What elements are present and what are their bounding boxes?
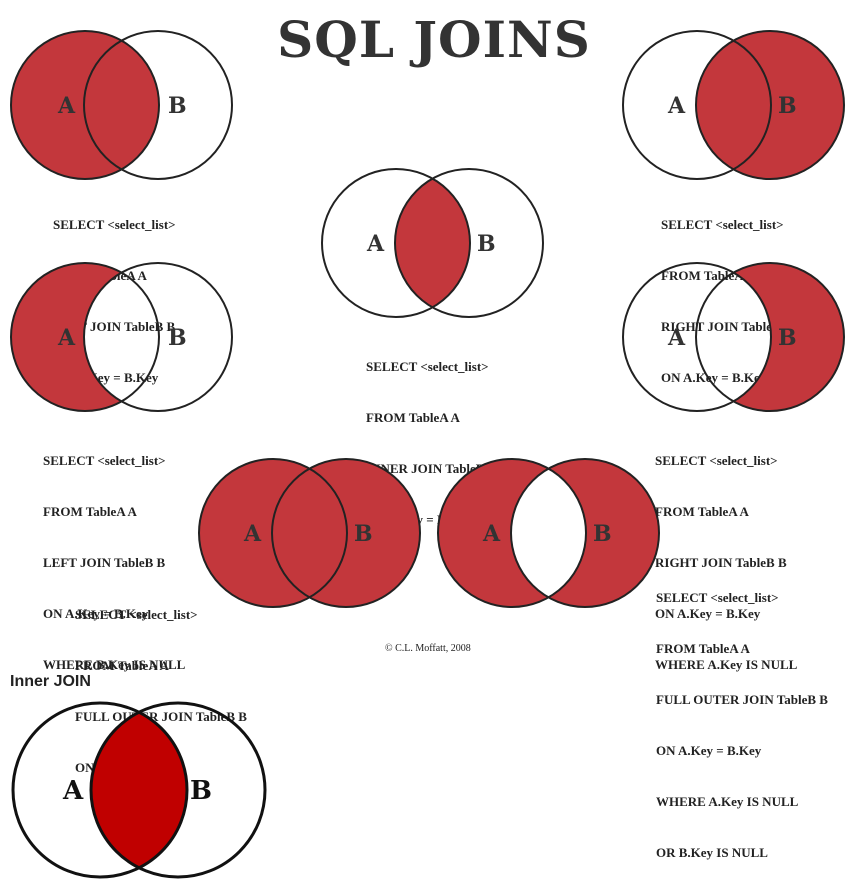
code-line: SELECT <select_list> xyxy=(655,453,778,468)
circle-a xyxy=(321,168,471,318)
circle-b xyxy=(271,458,421,608)
circle-a xyxy=(437,458,587,608)
code-line: WHERE A.Key IS NULL xyxy=(656,794,799,809)
circle-b xyxy=(695,262,845,412)
venn-left-join-null: A B xyxy=(10,262,234,414)
circle-a xyxy=(622,262,772,412)
circle-a xyxy=(11,701,189,879)
sql-right-join-null: SELECT <select_list> FROM TableA A RIGHT… xyxy=(655,418,797,690)
label-b: B xyxy=(477,231,496,257)
venn-right-join-null: A B xyxy=(622,262,846,414)
venn-inner-join: A B xyxy=(321,168,545,320)
label-a: A xyxy=(667,325,686,351)
venn-svg: A B xyxy=(10,30,233,180)
circle-a xyxy=(198,458,348,608)
circle-b xyxy=(83,30,233,180)
code-line: FROM TableA A xyxy=(366,410,460,425)
venn-full-outer-join-null: A B xyxy=(437,458,661,610)
code-line: SELECT <select_list> xyxy=(43,453,166,468)
copyright-text: © C.L. Moffatt, 2008 xyxy=(385,643,471,654)
label-b: B xyxy=(190,776,212,806)
label-b: B xyxy=(593,521,612,547)
code-line: WHERE B.Key IS NULL xyxy=(43,657,186,672)
circle-b xyxy=(83,262,233,412)
circle-b xyxy=(89,701,267,879)
code-line: FROM TableA A xyxy=(43,504,137,519)
circle-a xyxy=(622,30,772,180)
page-title: SQL JOINS xyxy=(277,10,591,69)
code-line: FROM TableA A xyxy=(75,658,169,673)
label-a: A xyxy=(482,521,501,547)
label-a: A xyxy=(366,231,385,257)
code-line: FROM TableA A xyxy=(656,641,750,656)
code-line: SELECT <select_list> xyxy=(366,359,489,374)
label-b: B xyxy=(778,325,797,351)
label-a: A xyxy=(62,776,84,806)
intersection-region xyxy=(91,703,187,877)
venn-svg: A B xyxy=(622,30,845,180)
label-b: B xyxy=(778,93,797,119)
code-line: SELECT <select_list> xyxy=(656,590,779,605)
venn-right-join: A B xyxy=(622,30,846,182)
code-line: SELECT <select_list> xyxy=(75,607,198,622)
code-line: ON A.Key = B.Key xyxy=(655,606,761,621)
label-b: B xyxy=(168,325,187,351)
code-line: ON A.Key = B.Key xyxy=(656,743,762,758)
label-b: B xyxy=(168,93,187,119)
venn-svg: A B xyxy=(10,262,233,412)
code-line: RIGHT JOIN TableB B xyxy=(655,555,787,570)
venn-svg: A B xyxy=(622,262,845,412)
label-a: A xyxy=(57,93,76,119)
label-a: A xyxy=(57,325,76,351)
code-line: ON A.Key = B.Key xyxy=(43,606,149,621)
code-line: SELECT <select_list> xyxy=(661,217,784,232)
venn-svg: A B xyxy=(11,701,267,879)
code-line: OR B.Key IS NULL xyxy=(656,845,768,860)
venn-full-outer-join: A B xyxy=(198,458,422,610)
circle-a xyxy=(10,262,160,412)
code-line: FULL OUTER JOIN TableB B xyxy=(656,692,828,707)
label-b: B xyxy=(354,521,373,547)
inner-join-heading: Inner JOIN xyxy=(10,673,91,690)
venn-left-join: A B xyxy=(10,30,234,182)
circle-b xyxy=(394,168,544,318)
label-a: A xyxy=(667,93,686,119)
venn-svg: A B xyxy=(321,168,544,318)
code-line: LEFT JOIN TableB B xyxy=(43,555,166,570)
venn-svg: A B xyxy=(198,458,421,608)
sql-full-outer-join-null: SELECT <select_list> FROM TableA A FULL … xyxy=(656,555,828,878)
code-line: FROM TableA A xyxy=(655,504,749,519)
venn-inner-join-large: A B xyxy=(10,701,272,882)
code-line: WHERE A.Key IS NULL xyxy=(655,657,798,672)
circle-b xyxy=(510,458,660,608)
label-a: A xyxy=(243,521,262,547)
venn-svg: A B xyxy=(437,458,660,608)
sql-left-join-null: SELECT <select_list> FROM TableA A LEFT … xyxy=(43,418,185,690)
code-line: SELECT <select_list> xyxy=(53,217,176,232)
